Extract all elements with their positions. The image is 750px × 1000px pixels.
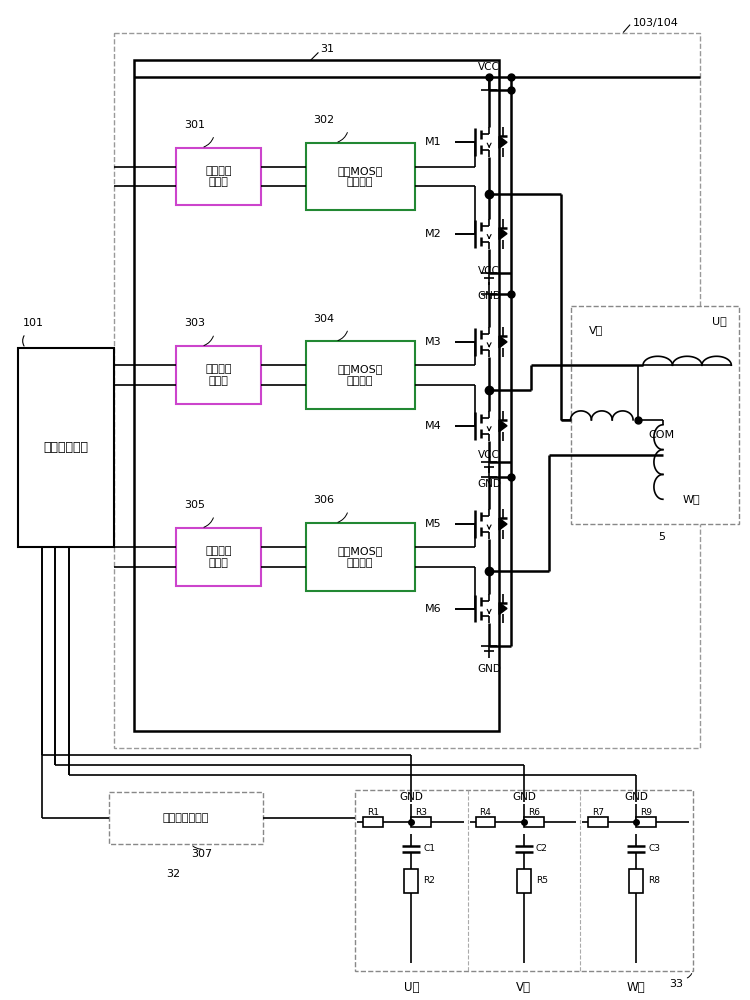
FancyBboxPatch shape <box>305 143 415 210</box>
FancyBboxPatch shape <box>176 346 261 404</box>
Text: GND: GND <box>477 664 501 674</box>
FancyBboxPatch shape <box>588 817 608 827</box>
FancyBboxPatch shape <box>517 869 531 893</box>
FancyBboxPatch shape <box>363 817 383 827</box>
Text: V相: V相 <box>589 325 603 335</box>
Text: 103/104: 103/104 <box>633 18 679 28</box>
FancyBboxPatch shape <box>476 817 496 827</box>
FancyBboxPatch shape <box>134 60 499 731</box>
Text: 306: 306 <box>314 495 334 505</box>
Text: M4: M4 <box>424 421 442 431</box>
Text: 301: 301 <box>184 120 206 130</box>
Text: 307: 307 <box>190 849 212 859</box>
Text: 第一光电
耦合器: 第一光电 耦合器 <box>206 166 232 187</box>
Text: COM: COM <box>648 430 674 440</box>
Text: 第一控制模块: 第一控制模块 <box>44 441 88 454</box>
Text: R4: R4 <box>479 808 491 817</box>
FancyBboxPatch shape <box>412 817 431 827</box>
Text: M1: M1 <box>424 137 441 147</box>
Text: 302: 302 <box>314 115 334 125</box>
Text: R6: R6 <box>528 808 540 817</box>
Text: 第二MOS管
驱动芯片: 第二MOS管 驱动芯片 <box>338 364 382 386</box>
Text: 31: 31 <box>320 44 334 54</box>
Polygon shape <box>499 228 507 240</box>
Text: GND: GND <box>625 792 648 802</box>
Text: R5: R5 <box>536 876 548 885</box>
FancyBboxPatch shape <box>176 148 261 205</box>
Text: M5: M5 <box>424 519 441 529</box>
FancyBboxPatch shape <box>637 817 656 827</box>
Text: 305: 305 <box>184 500 206 510</box>
Polygon shape <box>499 518 507 530</box>
Text: GND: GND <box>477 291 501 301</box>
Text: VCC: VCC <box>478 62 500 72</box>
Text: U相: U相 <box>712 316 727 326</box>
Text: 33: 33 <box>669 979 682 989</box>
Text: R8: R8 <box>648 876 660 885</box>
Text: 304: 304 <box>314 314 334 324</box>
FancyBboxPatch shape <box>18 348 114 547</box>
Text: R1: R1 <box>367 808 379 817</box>
FancyBboxPatch shape <box>356 790 693 971</box>
Text: M2: M2 <box>424 229 442 239</box>
Text: R3: R3 <box>416 808 428 817</box>
Text: VCC: VCC <box>478 450 500 460</box>
Text: 32: 32 <box>166 869 180 879</box>
Text: 霍尔位置传感器: 霍尔位置传感器 <box>163 813 209 823</box>
Text: W相: W相 <box>627 981 646 994</box>
FancyBboxPatch shape <box>404 869 418 893</box>
Text: 303: 303 <box>184 318 206 328</box>
Text: 第三光电
耦合器: 第三光电 耦合器 <box>206 546 232 568</box>
FancyBboxPatch shape <box>109 792 262 844</box>
FancyBboxPatch shape <box>524 817 544 827</box>
Text: 第三MOS管
驱动芯片: 第三MOS管 驱动芯片 <box>338 546 382 568</box>
Text: VCC: VCC <box>478 266 500 276</box>
Text: 第一MOS管
驱动芯片: 第一MOS管 驱动芯片 <box>338 166 382 187</box>
Text: 5: 5 <box>658 532 665 542</box>
Text: W相: W相 <box>682 494 700 504</box>
Polygon shape <box>499 136 507 148</box>
Text: M3: M3 <box>424 337 441 347</box>
Text: GND: GND <box>400 792 423 802</box>
FancyBboxPatch shape <box>571 306 740 524</box>
Text: R7: R7 <box>592 808 604 817</box>
Text: 第二光电
耦合器: 第二光电 耦合器 <box>206 364 232 386</box>
Text: C2: C2 <box>536 844 548 853</box>
Text: 101: 101 <box>22 318 44 328</box>
FancyBboxPatch shape <box>114 33 700 748</box>
Text: GND: GND <box>477 479 501 489</box>
Text: R2: R2 <box>423 876 435 885</box>
Text: C1: C1 <box>423 844 435 853</box>
Polygon shape <box>499 420 507 432</box>
Polygon shape <box>499 336 507 348</box>
FancyBboxPatch shape <box>305 341 415 409</box>
Text: C3: C3 <box>648 844 660 853</box>
FancyBboxPatch shape <box>629 869 644 893</box>
FancyBboxPatch shape <box>176 528 261 586</box>
FancyBboxPatch shape <box>305 523 415 591</box>
Text: M6: M6 <box>424 604 441 614</box>
Text: U相: U相 <box>404 981 419 994</box>
Text: R9: R9 <box>640 808 652 817</box>
Text: V相: V相 <box>517 981 532 994</box>
Polygon shape <box>499 603 507 614</box>
Text: GND: GND <box>512 792 535 802</box>
